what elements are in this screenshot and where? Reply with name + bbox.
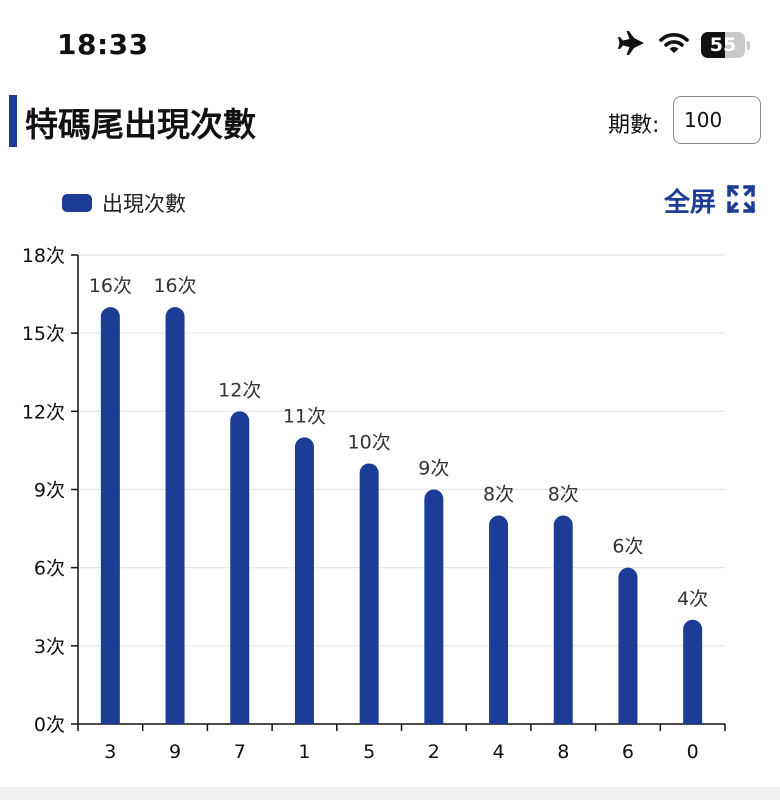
bar-value-label: 12次 bbox=[218, 379, 261, 401]
x-tick-label: 5 bbox=[363, 741, 375, 763]
x-tick-label: 6 bbox=[622, 741, 634, 763]
bar-value-label: 16次 bbox=[153, 275, 196, 297]
x-tick-label: 3 bbox=[104, 741, 116, 763]
battery-percent: 55 bbox=[709, 34, 737, 56]
bar bbox=[165, 307, 185, 724]
page-title: 特碼尾出現次數 bbox=[25, 105, 256, 144]
period-input[interactable] bbox=[673, 96, 761, 144]
bar-value-label: 8次 bbox=[483, 484, 514, 506]
bar-chart: 0次 3次 6次 9次 12次 15次 18次 16次 3 16次 9 12次 7 11次 1 10次 5 9次 2… bbox=[22, 245, 726, 763]
x-tick-label: 1 bbox=[298, 741, 310, 763]
expand-icon bbox=[726, 184, 756, 218]
x-tick-label: 8 bbox=[557, 741, 569, 763]
title-row: 特碼尾出現次數 期數: bbox=[0, 93, 780, 149]
period-label: 期數: bbox=[608, 113, 660, 138]
bar bbox=[618, 567, 638, 724]
bar bbox=[359, 463, 379, 724]
bar bbox=[553, 515, 573, 724]
status-time: 18:33 bbox=[57, 28, 149, 61]
battery-icon: 55 bbox=[701, 32, 750, 58]
battery-level bbox=[701, 32, 726, 58]
bar bbox=[230, 411, 250, 724]
legend-swatch bbox=[62, 194, 92, 212]
x-tick-label: 0 bbox=[687, 741, 699, 763]
bar-value-label: 4次 bbox=[677, 588, 708, 610]
bar bbox=[489, 515, 509, 724]
bar-value-label: 8次 bbox=[548, 484, 579, 506]
y-tick-label: 0次 bbox=[34, 714, 65, 736]
chart-legend[interactable]: 出現次數 bbox=[62, 188, 186, 218]
fullscreen-label: 全屏 bbox=[663, 188, 716, 218]
y-tick-label: 3次 bbox=[34, 636, 65, 658]
fullscreen-button[interactable]: 全屏 bbox=[664, 182, 756, 219]
bar-value-label: 9次 bbox=[418, 458, 449, 480]
wifi-icon bbox=[659, 31, 689, 59]
bar-value-label: 6次 bbox=[612, 536, 643, 558]
x-tick-label: 4 bbox=[493, 741, 505, 763]
bar bbox=[100, 307, 120, 724]
bar-value-label: 16次 bbox=[89, 275, 132, 297]
x-tick-label: 2 bbox=[428, 741, 440, 763]
bottom-bar bbox=[0, 787, 780, 800]
y-tick-label: 12次 bbox=[22, 401, 65, 423]
legend-label: 出現次數 bbox=[102, 192, 186, 216]
title-accent-bar bbox=[9, 95, 17, 147]
y-tick-label: 18次 bbox=[22, 245, 65, 267]
x-tick-label: 7 bbox=[234, 741, 246, 763]
bar-value-label: 10次 bbox=[348, 431, 391, 453]
status-icons: 55 bbox=[617, 30, 750, 60]
bar-value-label: 11次 bbox=[283, 405, 326, 427]
y-tick-label: 15次 bbox=[22, 323, 65, 345]
airplane-icon bbox=[617, 30, 647, 60]
y-tick-label: 9次 bbox=[34, 480, 65, 502]
bar bbox=[294, 437, 314, 724]
bar bbox=[683, 619, 703, 724]
y-tick-label: 6次 bbox=[34, 558, 65, 580]
x-tick-label: 9 bbox=[169, 741, 181, 763]
status-bar: 18:33 55 bbox=[0, 0, 780, 80]
bar bbox=[424, 489, 444, 724]
